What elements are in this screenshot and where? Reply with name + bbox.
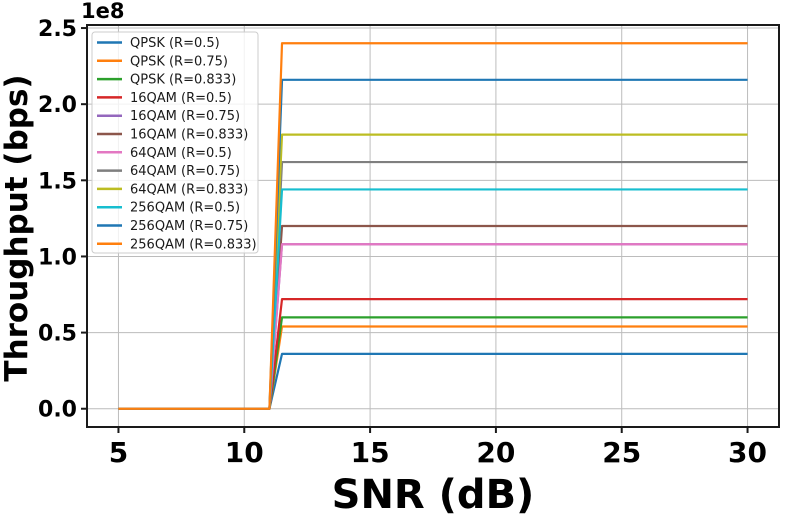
y-tick-label: 1.0 <box>38 245 77 270</box>
legend-entry: 64QAM (R=0.75) <box>97 164 240 179</box>
legend-label: 16QAM (R=0.5) <box>130 91 232 106</box>
x-tick-label: 30 <box>728 436 767 469</box>
legend-label: 256QAM (R=0.833) <box>130 237 257 252</box>
y-offset-label: 1e8 <box>81 0 124 23</box>
y-tick-label: 1.5 <box>38 169 77 194</box>
legend-label: 256QAM (R=0.75) <box>130 219 248 234</box>
x-tick-label: 10 <box>225 436 264 469</box>
legend-box <box>91 31 259 254</box>
legend-entry: 16QAM (R=0.75) <box>97 109 240 124</box>
x-axis-label: SNR (dB) <box>332 472 535 515</box>
legend-label: 256QAM (R=0.5) <box>130 201 240 216</box>
x-tick-label: 25 <box>602 436 641 469</box>
legend-label: QPSK (R=0.5) <box>130 36 220 51</box>
legend-entry: 16QAM (R=0.833) <box>97 128 248 143</box>
legend: QPSK (R=0.5) QPSK (R=0.75) QPSK (R=0.833) 1… <box>91 31 259 254</box>
x-tick-label: 20 <box>476 436 515 469</box>
x-tick-label: 5 <box>109 436 128 469</box>
axis-ticks: 5 10 15 20 25 30 0.0 0.5 1.0 1.5 2.0 2.5 <box>38 17 767 469</box>
series-lines <box>118 42 748 410</box>
plot-border <box>86 24 780 428</box>
y-tick-label: 0.5 <box>38 322 77 347</box>
legend-entry: 16QAM (R=0.5) <box>97 91 232 106</box>
legend-entry: QPSK (R=0.833) <box>97 73 236 88</box>
legend-label: 64QAM (R=0.833) <box>130 182 248 197</box>
legend-label: 16QAM (R=0.75) <box>130 109 240 124</box>
legend-label: 64QAM (R=0.75) <box>130 164 240 179</box>
legend-label: QPSK (R=0.833) <box>130 73 236 88</box>
y-axis-label: Throughput (bps) <box>0 74 35 381</box>
legend-entry: 256QAM (R=0.75) <box>97 219 248 234</box>
y-tick-label: 2.5 <box>38 17 77 42</box>
x-tick-label: 15 <box>351 436 390 469</box>
series-line-256qam-r-0.833- <box>118 42 748 410</box>
y-tick-label: 0.0 <box>38 398 77 423</box>
legend-label: 16QAM (R=0.833) <box>130 128 248 143</box>
legend-entry: 256QAM (R=0.5) <box>97 201 240 216</box>
legend-entry: QPSK (R=0.5) <box>97 36 220 51</box>
legend-entry: 64QAM (R=0.833) <box>97 182 248 197</box>
legend-entry: QPSK (R=0.75) <box>97 54 228 69</box>
legend-entry: 64QAM (R=0.5) <box>97 146 232 161</box>
y-tick-label: 2.0 <box>38 93 77 118</box>
legend-label: QPSK (R=0.75) <box>130 54 228 69</box>
legend-entry: 256QAM (R=0.833) <box>97 237 257 252</box>
legend-label: 64QAM (R=0.5) <box>130 146 232 161</box>
